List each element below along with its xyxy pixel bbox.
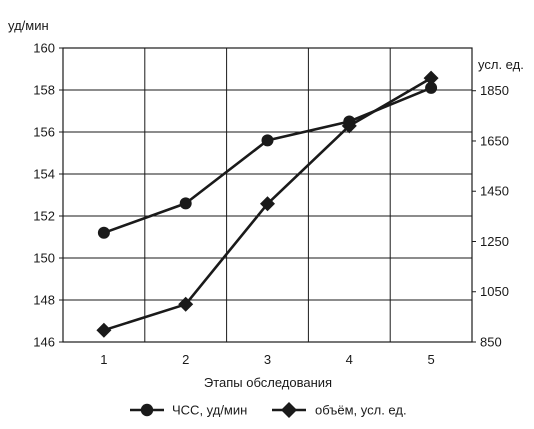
x-tick-label: 2 (182, 352, 189, 367)
plot-frame (62, 47, 473, 343)
x-axis: 1 2 3 4 5 (100, 352, 434, 367)
legend-marker-circle (140, 403, 154, 417)
y2-tick-label: 1450 (480, 184, 509, 199)
y-tick-label: 150 (33, 251, 55, 266)
x-axis-title: Этапы обследования (204, 375, 332, 390)
data-point (423, 70, 439, 86)
legend-marker-diamond (281, 402, 297, 418)
y2-tick-label: 850 (480, 335, 502, 350)
series-layer (96, 70, 439, 338)
data-point (96, 322, 112, 338)
y-tick-label: 160 (33, 41, 55, 56)
legend-label-hr: ЧСС, уд/мин (172, 403, 247, 418)
y-axis-title-right: усл. ед. (478, 57, 524, 72)
data-point (341, 118, 357, 134)
data-point (260, 196, 275, 212)
y-tick-label: 146 (33, 335, 55, 350)
y-tick-label: 154 (33, 167, 55, 182)
y2-tick-label: 1850 (480, 83, 509, 98)
x-tick-label: 1 (100, 352, 107, 367)
y-tick-label: 152 (33, 209, 55, 224)
data-point (178, 296, 194, 312)
y-tick-label: 158 (33, 83, 55, 98)
y2-tick-label: 1650 (480, 133, 509, 148)
y-tick-label: 148 (33, 293, 55, 308)
legend-label-volume: объём, усл. ед. (315, 403, 407, 418)
y-axis-title-left: уд/мин (8, 18, 49, 33)
data-point (97, 226, 110, 239)
x-tick-label: 4 (346, 352, 353, 367)
x-tick-label: 3 (264, 352, 271, 367)
data-point (179, 197, 192, 210)
legend-item-volume: объём, усл. ед. (272, 402, 407, 418)
y-axis-left: 146 148 150 152 154 156 158 160 (33, 41, 63, 350)
y-axis-right: 850 1050 1250 1450 1650 1850 (472, 83, 509, 350)
y2-tick-label: 1050 (480, 284, 509, 299)
x-tick-label: 5 (427, 352, 434, 367)
legend: ЧСС, уд/мин объём, усл. ед. (130, 402, 407, 418)
data-point (261, 134, 274, 147)
grid (63, 47, 472, 343)
y2-tick-label: 1250 (480, 234, 509, 249)
legend-item-hr: ЧСС, уд/мин (130, 403, 247, 418)
data-point (425, 81, 438, 94)
y-tick-label: 156 (33, 125, 55, 140)
